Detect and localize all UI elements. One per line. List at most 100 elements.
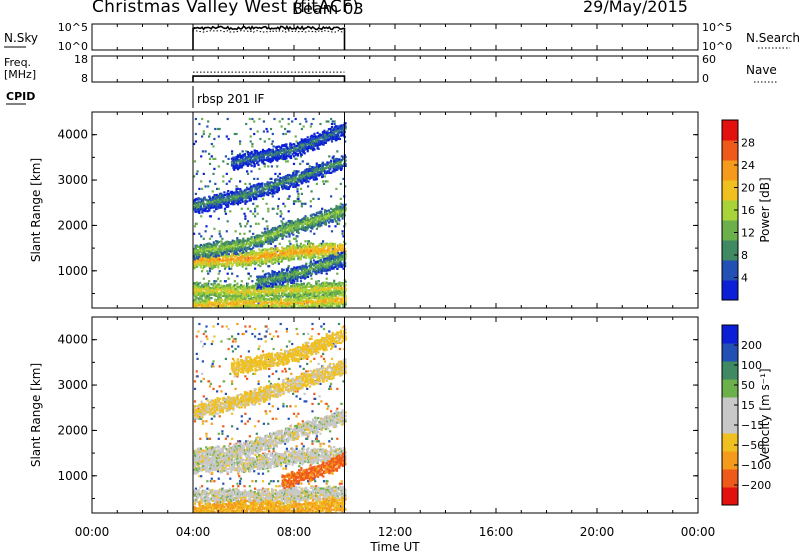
power-cell	[274, 182, 277, 185]
power-cell	[295, 227, 298, 230]
power-cell	[196, 254, 199, 257]
power-cell	[308, 265, 311, 268]
power-cell	[194, 132, 197, 136]
power-cell	[210, 290, 213, 293]
power-cell	[315, 215, 318, 218]
power-cell	[344, 289, 347, 292]
power-cell	[338, 304, 341, 307]
date-label: 29/May/2015	[583, 0, 688, 16]
power-cell	[274, 255, 277, 258]
power-cell	[268, 231, 271, 234]
power-cell	[253, 177, 256, 180]
power-cell	[277, 262, 280, 265]
power-cell	[207, 120, 210, 123]
power-cell	[251, 251, 254, 254]
power-cell	[296, 235, 299, 238]
power-cell	[325, 281, 328, 284]
power-cell	[273, 303, 276, 306]
power-cell	[260, 245, 263, 248]
power-cell	[282, 227, 285, 230]
power-cell	[274, 278, 277, 281]
power-cell	[315, 280, 318, 283]
power-cell	[257, 257, 260, 260]
power-cell	[278, 279, 282, 282]
power-cell	[288, 235, 291, 238]
power-cell	[273, 192, 276, 195]
power-cell	[243, 232, 246, 235]
power-cell	[339, 210, 342, 213]
power-cell	[239, 196, 242, 199]
power-cell	[288, 240, 291, 243]
power-cell	[278, 224, 281, 228]
power-cell	[293, 251, 296, 254]
power-cell	[242, 244, 245, 247]
power-cell	[307, 185, 310, 188]
power-cell	[276, 229, 279, 232]
power-cell	[194, 291, 197, 294]
power-cell	[244, 293, 247, 296]
power-cell	[253, 288, 256, 291]
power-cell	[324, 221, 327, 224]
power-cell	[279, 176, 282, 179]
power-cell	[247, 299, 250, 302]
power-cell	[276, 165, 279, 168]
power-cell	[195, 290, 198, 293]
power-cell	[316, 216, 319, 219]
power-cell	[208, 200, 212, 203]
power-cell	[202, 310, 204, 312]
power-cell	[226, 247, 229, 250]
power-cell	[266, 257, 269, 260]
power-cell	[302, 282, 305, 285]
power-cell	[319, 295, 322, 298]
power-cell	[198, 303, 201, 307]
power-cell	[212, 288, 215, 292]
power-cell	[228, 262, 231, 265]
power-cell	[296, 310, 298, 312]
power-cell	[261, 291, 264, 294]
power-cell	[292, 289, 295, 292]
power-cell	[309, 257, 312, 260]
power-cell	[282, 217, 285, 220]
power-cell	[230, 294, 234, 298]
power-cell	[290, 229, 293, 232]
power-cell	[344, 263, 347, 266]
power-cell	[340, 294, 343, 297]
power-cell	[248, 297, 251, 301]
power-cell	[243, 302, 246, 305]
power-cell	[281, 290, 284, 293]
power-cell	[267, 237, 270, 240]
power-cell	[257, 296, 260, 299]
power-cell	[246, 241, 249, 244]
power-cell	[270, 234, 273, 237]
power-cell	[267, 192, 270, 195]
power-cell	[203, 198, 206, 201]
power-cell	[213, 305, 216, 308]
power-cell	[239, 140, 242, 143]
power-cell	[286, 283, 290, 286]
power-cell	[214, 288, 217, 291]
power-cell	[328, 262, 331, 265]
power-cell	[227, 194, 230, 197]
power-cell	[283, 183, 286, 186]
power-cell	[240, 189, 243, 192]
power-cell	[236, 248, 240, 251]
power-cell	[196, 208, 199, 212]
power-cell	[210, 293, 213, 296]
power-cell	[193, 264, 196, 267]
power-cell	[319, 266, 322, 269]
power-cell	[268, 137, 271, 141]
power-cell	[324, 294, 327, 297]
power-cell	[245, 188, 248, 191]
power-cell	[325, 268, 328, 271]
power-cell	[296, 223, 299, 226]
power-cell	[309, 264, 313, 267]
power-cell	[319, 219, 322, 222]
power-cell	[224, 212, 227, 215]
power-cell	[259, 137, 262, 141]
power-cell	[265, 259, 268, 262]
power-cell	[202, 237, 205, 240]
power-cell	[215, 311, 217, 313]
power-cell	[268, 265, 271, 268]
power-cell	[246, 172, 250, 175]
power-cell	[209, 292, 212, 295]
